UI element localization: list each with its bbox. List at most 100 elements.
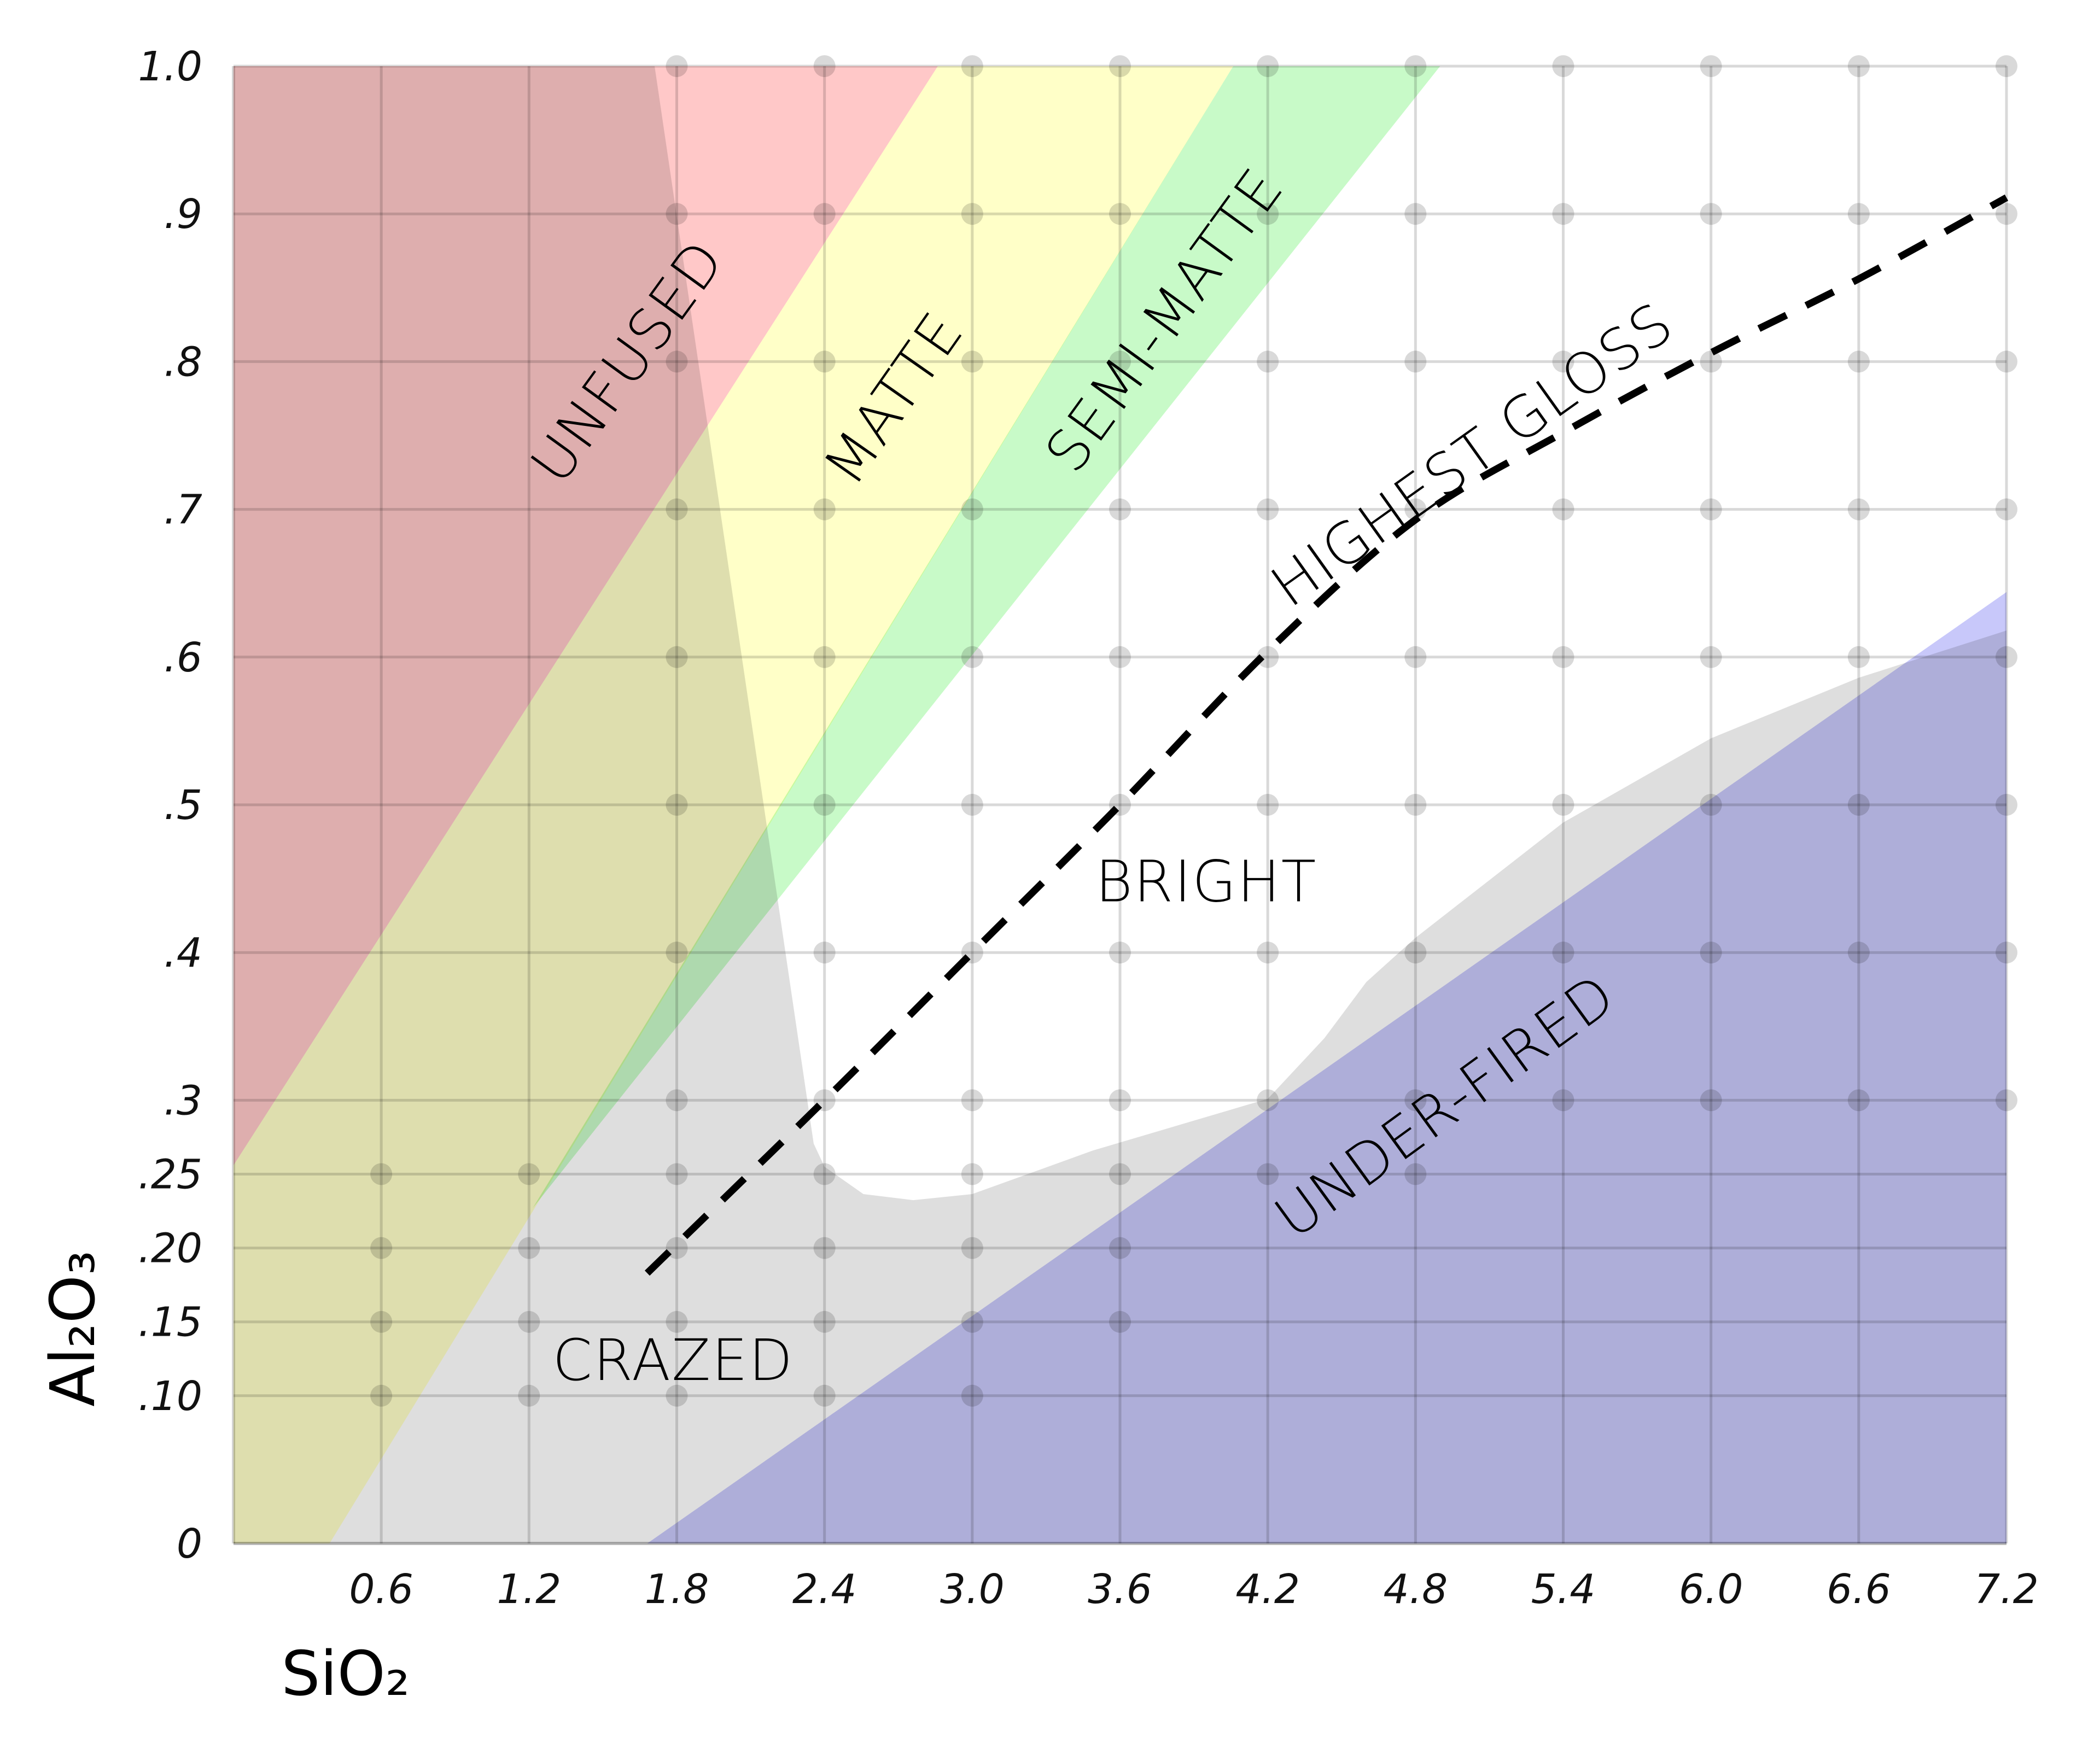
label-highest-gloss: HIGHEST GLOSS	[1259, 289, 1685, 620]
grid-dot	[1404, 794, 1427, 816]
grid-dot	[813, 1163, 836, 1185]
grid-dot	[1109, 1163, 1131, 1185]
x-tick-label: 0.6	[349, 1566, 413, 1613]
x-tick-label: 1.8	[645, 1566, 709, 1613]
grid-dot	[1996, 794, 2017, 816]
grid-dot	[1847, 646, 1870, 668]
grid-dot	[1847, 55, 1870, 77]
grid-dot	[518, 1163, 540, 1185]
grid-dot	[1700, 794, 1722, 816]
grid-dot	[813, 646, 836, 668]
x-tick-label: 1.2	[497, 1566, 561, 1613]
grid-dot	[961, 498, 983, 520]
y-tick-label: 0	[177, 1520, 202, 1568]
grid-dot	[666, 350, 688, 373]
grid-dot	[961, 1311, 983, 1333]
grid-dot	[1996, 350, 2017, 373]
grid-dot	[666, 1237, 688, 1259]
grid-dot	[1109, 55, 1131, 77]
grid-dot	[1109, 203, 1131, 225]
grid-dot	[961, 55, 983, 77]
grid-dot	[961, 1237, 983, 1259]
grid-dot	[961, 794, 983, 816]
grid-dot	[1404, 350, 1427, 373]
grid-dot	[666, 1384, 688, 1407]
grid-dot	[518, 1384, 540, 1407]
grid-dot	[1700, 203, 1722, 225]
label-crazed: CRAZED	[552, 1327, 794, 1394]
grid-dot	[1552, 203, 1574, 225]
axis-ticks: 0.6 1.2 1.8 2.4 3.0 3.6 4.2 4.8 5.4 6.0 6.6 7.21.0.…	[138, 43, 2039, 1613]
grid-dot	[1996, 55, 2017, 77]
x-tick-label: 6.6	[1827, 1566, 1891, 1613]
grid-dot	[370, 1163, 393, 1185]
grid-dot	[666, 55, 688, 77]
grid-dot	[1552, 498, 1574, 520]
region-under-fired	[647, 592, 2006, 1543]
grid-dot	[813, 1237, 836, 1259]
grid-dots	[370, 55, 2017, 1407]
grid-dot	[1700, 350, 1722, 373]
label-bright: BRIGHT	[1095, 849, 1317, 915]
grid-dot	[1404, 203, 1427, 225]
grid-dot	[1552, 1089, 1574, 1112]
grid-dot	[1109, 498, 1131, 520]
grid-dot	[1700, 498, 1722, 520]
grid-dot	[813, 1311, 836, 1333]
grid-dot	[1700, 646, 1722, 668]
grid-dot	[813, 350, 836, 373]
grid-dot	[961, 1163, 983, 1185]
highest-gloss-line	[644, 194, 2009, 1276]
grid-dot	[1257, 203, 1279, 225]
grid-dot	[813, 941, 836, 964]
x-tick-label: 2.4	[792, 1566, 857, 1613]
y-tick-label: .10	[138, 1373, 202, 1420]
y-tick-label: .8	[164, 338, 202, 385]
grid-dot	[1257, 794, 1279, 816]
y-tick-label: .6	[164, 634, 202, 681]
grid-dot	[370, 1237, 393, 1259]
x-tick-label: 4.8	[1383, 1566, 1448, 1613]
grid-dot	[1996, 203, 2017, 225]
grid-dot	[1552, 350, 1574, 373]
grid-dot	[1847, 350, 1870, 373]
grid-dot	[370, 1384, 393, 1407]
grid-dot	[1700, 941, 1722, 964]
grid-dot	[961, 1089, 983, 1112]
grid-dot	[1404, 498, 1427, 520]
grid-dot	[1257, 1089, 1279, 1112]
grid-dot	[961, 350, 983, 373]
grid-dot	[518, 1237, 540, 1259]
x-tick-label: 6.0	[1679, 1566, 1743, 1613]
grid-dot	[518, 1311, 540, 1333]
grid-dot	[666, 203, 688, 225]
grid-dot	[1109, 646, 1131, 668]
grid-dot	[1996, 1089, 2017, 1112]
grid-dot	[1700, 55, 1722, 77]
x-axis-title: SiO₂	[281, 1639, 410, 1710]
x-tick-label: 3.6	[1088, 1566, 1152, 1613]
region-fills	[234, 66, 2006, 1543]
grid-dot	[1847, 941, 1870, 964]
grid-dot	[813, 55, 836, 77]
grid-dot	[1552, 794, 1574, 816]
grid-dot	[1847, 794, 1870, 816]
grid-dot	[1257, 1163, 1279, 1185]
grid-dot	[666, 1163, 688, 1185]
grid-dot	[1552, 941, 1574, 964]
x-tick-label: 5.4	[1531, 1566, 1596, 1613]
grid-dot	[961, 203, 983, 225]
grid-dot	[666, 498, 688, 520]
grid-dot	[1109, 1089, 1131, 1112]
grid-dot	[1109, 350, 1131, 373]
y-tick-label: .3	[164, 1077, 202, 1124]
grid-dot	[961, 1384, 983, 1407]
highest-gloss-dashed-line	[644, 194, 2009, 1276]
grid-dot	[1257, 498, 1279, 520]
grid-lines	[232, 65, 2008, 1545]
grid-dot	[1552, 646, 1574, 668]
grid-dot	[1109, 1237, 1131, 1259]
grid-dot	[666, 1089, 688, 1112]
y-tick-label: .4	[164, 929, 202, 976]
grid-dot	[1404, 1163, 1427, 1185]
